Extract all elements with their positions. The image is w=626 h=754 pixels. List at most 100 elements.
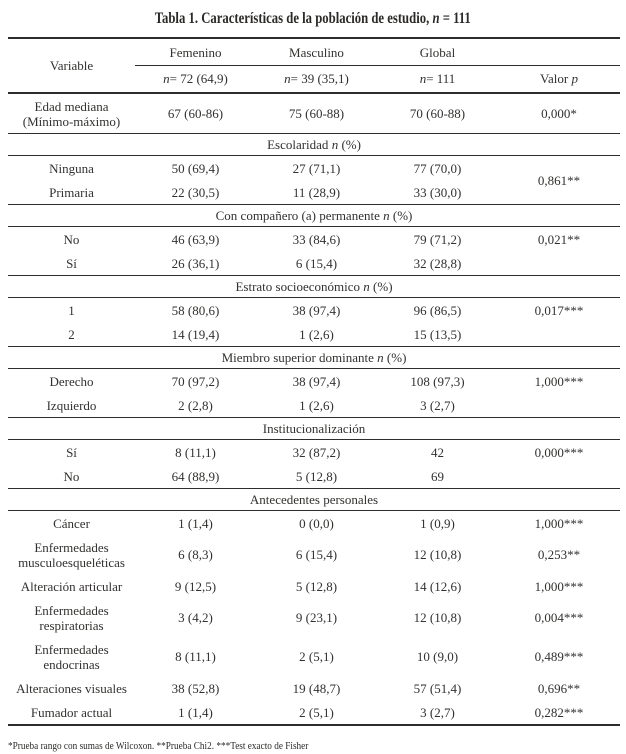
cell-global: 42 [431, 444, 444, 460]
cell-masculino: 6 (15,4) [295, 547, 338, 562]
footnote-row: *Prueba rango con sumas de Wilcoxon. **P… [8, 736, 626, 754]
subheader-femenino-n: n= 72 (64,9) [163, 71, 228, 86]
table-row: 2 14 (19,4) 1 (2,6) 15 (13,5) [8, 322, 620, 347]
cell-masculino: 33 (84,6) [292, 231, 341, 247]
cell-femenino: 46 (63,9) [171, 231, 220, 247]
table-row-edad: Edad mediana (Mínimo-máximo) 67 (60-86) … [8, 93, 620, 134]
cell-global: 69 [431, 468, 444, 484]
table-row: No 46 (63,9) 33 (84,6) 79 (71,2) 0,021** [8, 227, 620, 252]
subheader-masculino-n: n= 39 (35,1) [284, 71, 349, 86]
section-row-escolaridad: Escolaridad n (%) [8, 133, 620, 156]
table-row: Sí 8 (11,1) 32 (87,2) 42 0,000*** [8, 440, 620, 465]
row-label: Cáncer [53, 515, 90, 531]
cell-masculino: 27 (71,1) [292, 160, 341, 176]
cell-valor-p: 0,253** [537, 547, 581, 562]
cell-masculino: 2 (5,1) [299, 649, 334, 664]
section-row-antecedentes: Antecedentes personales [8, 488, 620, 511]
cell-femenino: 1 (1,4) [178, 704, 213, 720]
cell-femenino: 22 (30,5) [171, 184, 220, 200]
cell-valor-p: 0,282*** [534, 704, 584, 720]
section-header: Estrato socioeconómico n (%) [8, 275, 620, 298]
cell-valor-p-shared: 0,861** [537, 172, 581, 188]
row-label: No [63, 468, 80, 484]
table-row: Cáncer 1 (1,4) 0 (0,0) 1 (0,9) 1,000*** [8, 511, 620, 536]
cell-femenino: 8 (11,1) [175, 444, 216, 460]
study-table: Variable Femenino Masculino Global n= 72… [8, 37, 620, 726]
section-header: Escolaridad n (%) [8, 133, 620, 156]
table-row: Primaria 22 (30,5) 11 (28,9) 33 (30,0) [8, 180, 620, 205]
section-row-companero: Con compañero (a) permanente n (%) [8, 204, 620, 227]
table-row: 1 58 (80,6) 38 (97,4) 96 (86,5) 0,017*** [8, 298, 620, 323]
cell-masculino: 5 (12,8) [295, 468, 338, 484]
row-label: Primaria [49, 184, 94, 200]
table-row: Enfermedades respiratorias 3 (4,2) 9 (23… [8, 598, 620, 637]
table-row: No 64 (88,9) 5 (12,8) 69 [8, 464, 620, 489]
row-label: Ninguna [49, 160, 94, 176]
cell-valor-p: 0,696** [537, 680, 581, 696]
section-row-institucionalizacion: Institucionalización [8, 417, 620, 440]
row-label: Alteraciones visuales [16, 680, 127, 696]
cell-masculino: 1 (2,6) [299, 326, 334, 342]
cell-global: 3 (2,7) [420, 397, 455, 413]
row-label: 1 [68, 302, 75, 318]
cell-femenino: 58 (80,6) [171, 302, 220, 318]
cell-valor-p: 1,000*** [534, 515, 584, 531]
cell-global: 15 (13,5) [413, 326, 462, 342]
cell-femenino: 6 (8,3) [178, 547, 213, 562]
row-label: Enfermedades musculoesqueléticas [18, 539, 125, 570]
row-label: Fumador actual [30, 704, 113, 720]
cell-global: 79 (71,2) [413, 231, 462, 247]
footnote: *Prueba rango con sumas de Wilcoxon. **P… [8, 741, 309, 752]
cell-femenino: 8 (11,1) [175, 649, 216, 664]
cell-valor-p: 0,021** [537, 231, 581, 247]
table-row: Ninguna 50 (69,4) 27 (71,1) 77 (70,0) 0,… [8, 156, 620, 188]
table-row: Derecho 70 (97,2) 38 (97,4) 108 (97,3) 1… [8, 369, 620, 394]
row-label: Edad mediana (Mínimo-máximo) [22, 98, 121, 129]
cell-valor-p: 1,000*** [534, 373, 584, 389]
cell-valor-p: 0,000*** [534, 444, 584, 460]
cell-femenino: 38 (52,8) [171, 680, 220, 696]
header-group-row: Variable Femenino Masculino Global [8, 38, 620, 73]
cell-global: 12 (10,8) [413, 547, 462, 562]
row-label: Enfermedades respiratorias [34, 602, 109, 633]
row-label: Sí [66, 255, 77, 271]
cell-masculino: 19 (48,7) [292, 680, 341, 696]
column-header-global: Global [377, 38, 498, 66]
row-label: Alteración articular [20, 578, 123, 594]
cell-masculino: 11 (28,9) [292, 184, 341, 200]
cell-global: 77 (70,0) [413, 160, 462, 176]
cell-femenino: 9 (12,5) [174, 578, 217, 594]
section-row-miembro: Miembro superior dominante n (%) [8, 346, 620, 369]
cell-global: 32 (28,8) [413, 255, 462, 271]
cell-valor-p [498, 393, 620, 418]
cell-masculino: 0 (0,0) [299, 515, 334, 531]
column-header-variable: Variable [49, 58, 94, 73]
cell-global: 1 (0,9) [420, 515, 455, 531]
cell-femenino: 26 (36,1) [171, 255, 220, 271]
table-body: Edad mediana (Mínimo-máximo) 67 (60-86) … [8, 93, 620, 725]
cell-femenino: 70 (97,2) [171, 373, 220, 389]
cell-masculino: 2 (5,1) [299, 704, 334, 720]
cell-femenino: 50 (69,4) [171, 160, 220, 176]
cell-masculino: 32 (87,2) [292, 444, 341, 460]
column-header-empty [498, 38, 620, 66]
cell-femenino: 2 (2,8) [178, 397, 213, 413]
cell-femenino: 14 (19,4) [171, 326, 220, 342]
table-row: Enfermedades endocrinas 8 (11,1) 2 (5,1)… [8, 637, 620, 676]
column-header-masculino: Masculino [256, 38, 377, 66]
row-label: Izquierdo [46, 397, 97, 413]
row-label: Derecho [49, 373, 94, 389]
cell-valor-p: 0,489*** [534, 649, 584, 664]
section-header: Con compañero (a) permanente n (%) [8, 204, 620, 227]
cell-valor-p [498, 251, 620, 276]
table-row: Alteración articular 9 (12,5) 5 (12,8) 1… [8, 574, 620, 598]
cell-global: 12 (10,8) [413, 610, 462, 625]
column-header-valor-p: Valor p [540, 71, 578, 86]
cell-masculino: 5 (12,8) [295, 578, 338, 594]
row-label: Enfermedades endocrinas [34, 641, 109, 672]
cell-global: 10 (9,0) [416, 649, 459, 664]
header-sub-row: n= 72 (64,9) n= 39 (35,1) n= 111 Valor p [8, 66, 620, 94]
cell-masculino: 75 (60-88) [288, 106, 345, 121]
table-title: Tabla 1. Características de la población… [154, 10, 472, 27]
cell-global: 57 (51,4) [413, 680, 462, 696]
